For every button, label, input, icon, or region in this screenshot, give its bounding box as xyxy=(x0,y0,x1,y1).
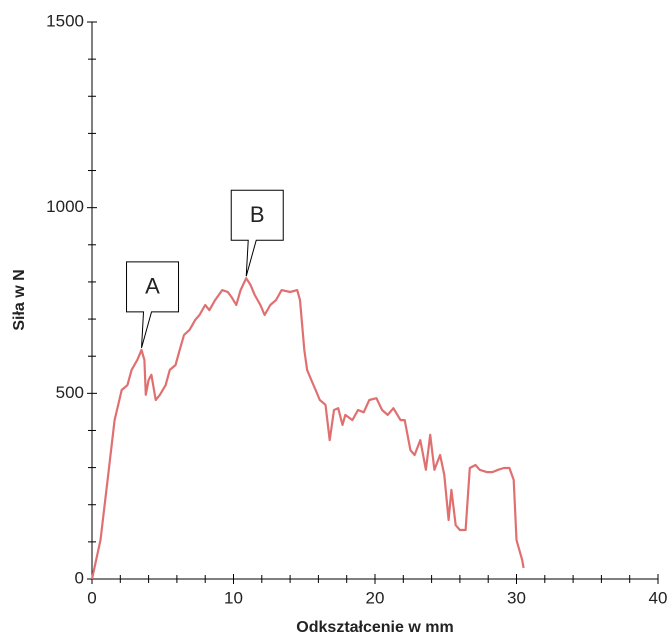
x-tick-label: 20 xyxy=(366,588,385,607)
y-axis-title: Siła w N xyxy=(11,269,28,330)
x-tick-label: 30 xyxy=(507,588,526,607)
callout-box xyxy=(126,261,180,349)
callout-box xyxy=(230,189,284,277)
callout-label: A xyxy=(145,274,160,299)
y-tick-label: 1500 xyxy=(46,11,84,30)
y-tick-label: 0 xyxy=(75,568,84,587)
x-tick-label: 0 xyxy=(87,588,96,607)
callout-label: B xyxy=(250,202,265,227)
x-tick-label: 40 xyxy=(649,588,668,607)
y-tick-label: 500 xyxy=(56,383,84,402)
x-tick-label: 10 xyxy=(224,588,243,607)
x-axis-title: Odkształcenie w mm xyxy=(296,619,453,636)
y-tick-label: 1000 xyxy=(46,197,84,216)
data-line xyxy=(90,277,525,580)
